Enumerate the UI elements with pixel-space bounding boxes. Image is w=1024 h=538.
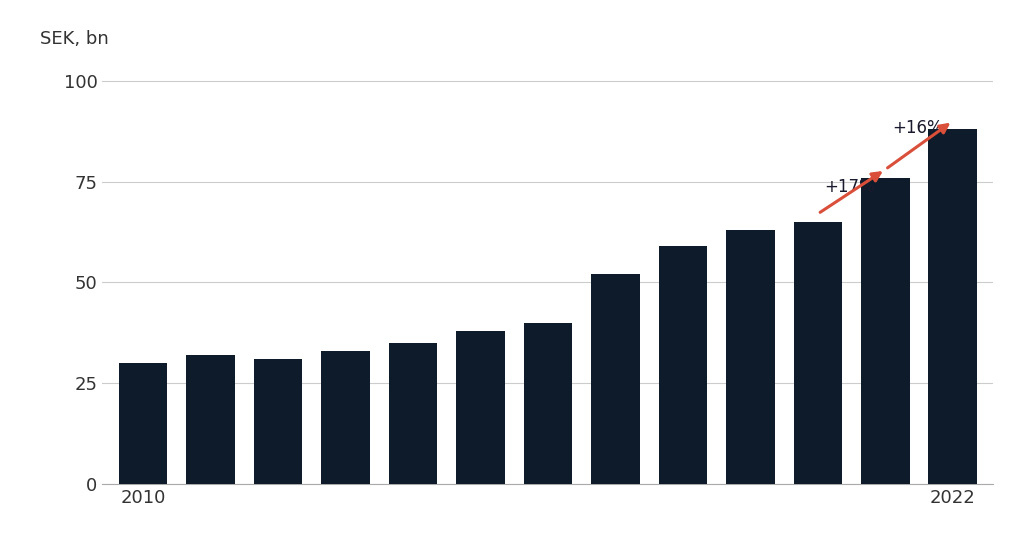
Bar: [119, 363, 167, 484]
Bar: [322, 351, 370, 484]
Text: SEK, bn: SEK, bn: [40, 30, 109, 48]
Bar: [591, 274, 640, 484]
Bar: [794, 222, 842, 484]
Bar: [186, 355, 234, 484]
Bar: [658, 246, 708, 484]
Bar: [929, 129, 977, 484]
Bar: [388, 343, 437, 484]
Bar: [254, 359, 302, 484]
Bar: [523, 323, 572, 484]
Text: +16%: +16%: [892, 119, 943, 137]
Bar: [456, 331, 505, 484]
Text: +17%: +17%: [824, 178, 876, 196]
Bar: [726, 230, 774, 484]
Bar: [861, 178, 909, 484]
